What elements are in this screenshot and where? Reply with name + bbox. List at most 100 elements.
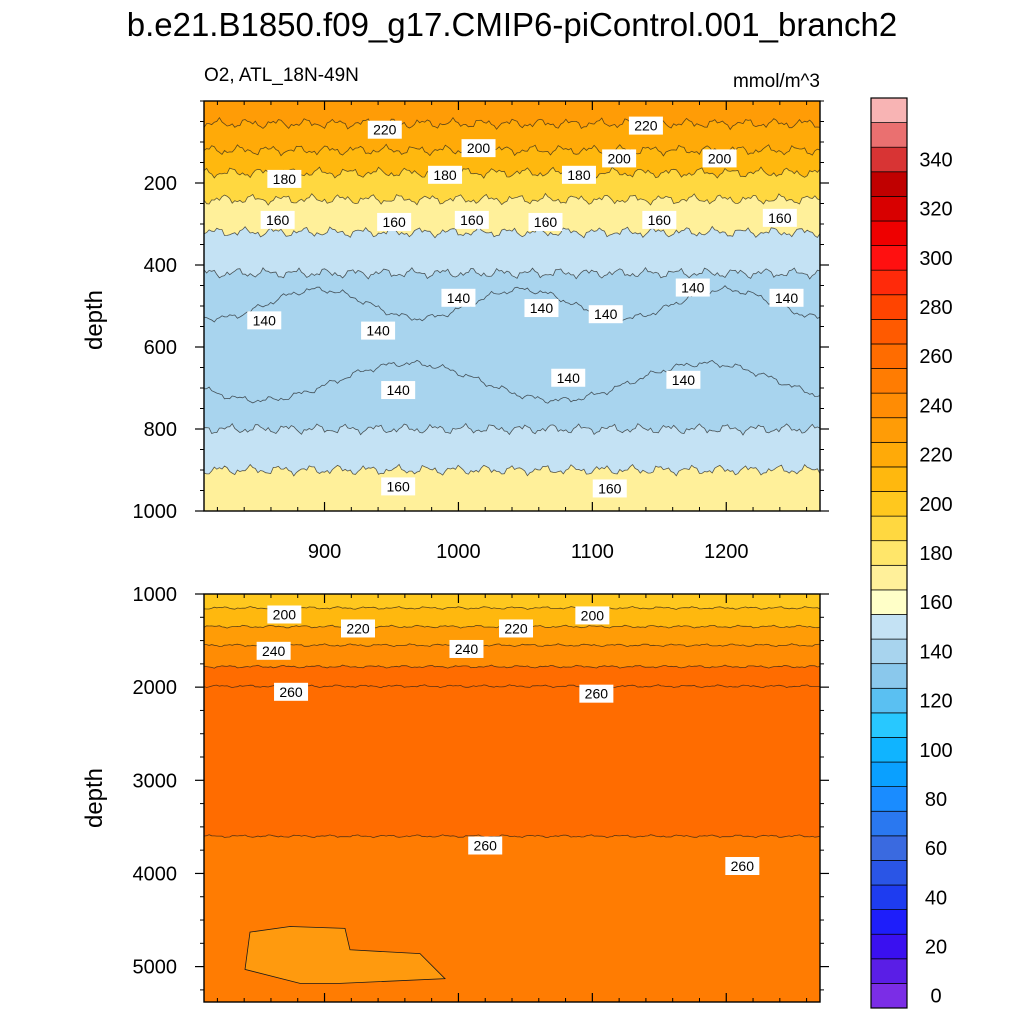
contour-label: 260 [274,682,309,701]
contour-label-text: 220 [634,118,658,134]
contour-label: 140 [524,299,559,318]
contour-label-text: 140 [386,382,410,398]
colorbar-tick-label: 200 [919,494,952,516]
y-tick-label: 3000 [133,770,178,792]
colorbar-tick-label: 300 [919,248,952,270]
contour-label-box [367,120,402,139]
contour-label-box [666,370,701,389]
contour-label: 200 [702,149,737,168]
colorbar-tick-label: 280 [919,297,952,319]
contour-label: 160 [592,479,627,498]
contour-label-box [267,605,302,624]
y-tick-label: 1000 [133,501,178,523]
contour-label: 180 [267,169,302,188]
contour-label-box [579,684,614,703]
contour-label-box [428,165,463,184]
colorbar-swatch [870,319,908,345]
contour-band [204,643,820,669]
contour-label-box [575,606,610,625]
contour-label-box [592,479,627,498]
contour-label: 180 [561,165,596,184]
x-tick-label: 1100 [571,541,614,563]
contour-label-text: 160 [598,480,622,496]
contour-label: 160 [260,210,295,229]
colorbar-tick-label: 220 [919,445,952,467]
contour-label-box [247,311,282,330]
contour-line [204,266,820,280]
contour-label: 140 [666,370,701,389]
colorbar-swatch [870,909,908,935]
contour-label: 220 [367,120,402,139]
colorbar-swatch [870,687,908,714]
contour-label-text: 140 [530,300,554,316]
contour-label: 140 [551,368,586,387]
contour-label-text: 160 [648,212,672,228]
contour-band [204,684,820,838]
contour-label-text: 160 [382,214,406,230]
colorbar-swatch [870,220,908,246]
colorbar: 0 20 40 60 80 100 120 140 160 180 200 220 240 260 280 3… [870,97,953,1009]
y-tick-label: 1000 [133,584,178,606]
contour-label-box [528,212,563,231]
contour-label-text: 240 [262,643,286,659]
contour-band [204,464,820,511]
contour-label: 160 [642,210,677,229]
colorbar-swatch [870,761,908,787]
contour-label: 140 [361,321,396,340]
colorbar-swatch [870,589,908,615]
contour-label-box [561,165,596,184]
colorbar-tick-label: 340 [919,149,952,171]
colorbar-swatch [870,638,908,665]
contour-label-text: 160 [266,212,290,228]
contour-label: 140 [441,288,476,307]
y-tick-label: 600 [144,337,177,359]
contour-label: 140 [588,305,623,324]
y-axis-label: depth [81,290,108,350]
contour-label-text: 140 [447,290,471,306]
colorbar-swatch [870,417,908,443]
colorbar-swatch [870,884,908,910]
contour-label: 180 [428,165,463,184]
colorbar-swatch [870,441,908,468]
contour-label: 160 [762,208,797,227]
contour-label-text: 220 [346,620,370,636]
colorbar-swatch [870,835,908,861]
contour-label-text: 200 [581,607,605,623]
contour-label-text: 200 [607,150,631,166]
contour-label-box [762,208,797,227]
contour-label-text: 160 [768,210,792,226]
contour-label-box [769,288,804,307]
colorbar-tick-label: 180 [919,543,952,565]
contour-label-text: 220 [504,620,528,636]
contour-label: 220 [628,116,663,135]
contour-label-text: 220 [373,122,397,138]
contour-band [204,167,820,206]
contour-label-box [454,210,489,229]
contour-label-text: 180 [433,167,457,183]
y-tick-label: 200 [144,173,177,195]
contour-label-box [499,619,534,638]
contour-label-box [524,299,559,318]
contour-label-box [449,639,484,658]
contour-line [204,422,820,436]
contour-label: 200 [602,149,637,168]
units-label: mmol/m^3 [733,71,820,92]
contour-label-box [267,169,302,188]
contour-label-text: 140 [253,312,277,328]
contour-band [204,423,820,476]
contour-label-box [551,368,586,387]
contour-label: 160 [381,477,416,496]
contour-label: 140 [381,381,416,400]
contour-label: 200 [461,139,496,158]
colorbar-swatch [870,171,908,197]
contour-label-text: 240 [455,641,479,657]
contour-label-box [341,619,375,638]
contour-label-text: 260 [474,838,498,854]
colorbar-swatch [870,958,908,984]
y-axis-label: depth [81,768,108,828]
contour-label-text: 180 [567,167,591,183]
contour-label-text: 260 [585,686,609,702]
contour-label: 200 [575,606,610,625]
contour-label-text: 140 [672,372,696,388]
contour-band [204,117,820,156]
